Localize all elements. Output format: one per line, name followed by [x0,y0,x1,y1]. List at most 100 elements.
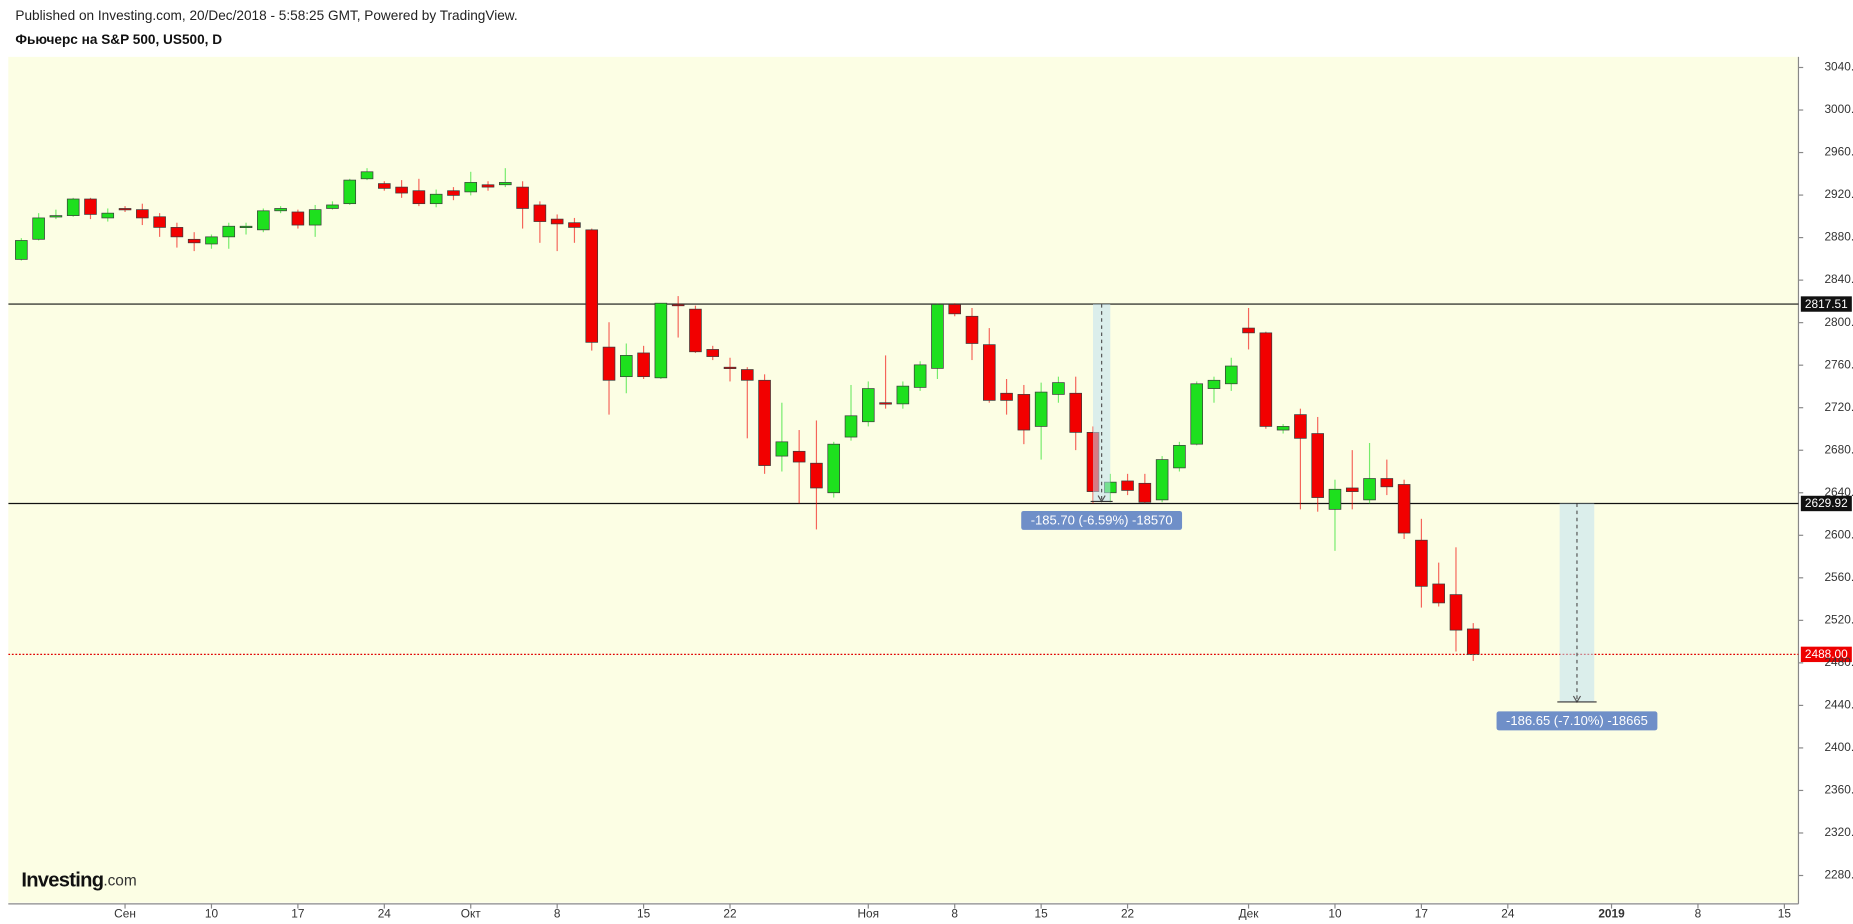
last-price-box [1800,646,1852,663]
candle-body [205,236,218,245]
y-tick-label: 2560.00 [1824,570,1853,584]
candle-body [550,218,564,225]
candle-body [913,364,927,388]
y-tick-label: 2400.00 [1824,740,1853,754]
candle-body [1017,394,1031,431]
candle-body [1311,433,1324,498]
candle-body [257,210,270,231]
candle-body [983,344,996,401]
y-tick-label: 2600.00 [1824,527,1853,541]
candle-body [965,315,979,344]
candle-body [395,186,408,194]
candle-body [1000,392,1013,401]
candle-body [810,462,823,489]
candle-body [308,209,322,226]
candle-body [481,184,495,188]
candle-body [15,240,28,260]
candle-body [758,379,771,466]
x-tick-label: Сен [114,907,136,921]
x-tick-label: Дек [1239,907,1260,921]
measure-label: -186.65 (-7.10%) -18665 [1506,713,1648,728]
candle-body [585,229,599,343]
candle-body [1449,594,1463,631]
candle-body [412,190,426,205]
y-tick-label: 2320.00 [1824,825,1853,839]
candle-body [1173,444,1186,469]
candle-body [844,415,858,438]
candle-body [326,204,339,209]
x-tick-label: 22 [1121,907,1134,921]
candle-body [1207,379,1221,389]
candle-body [360,171,374,180]
candle-body [101,212,115,219]
candle-body [1242,327,1255,334]
y-tick-label: 3040.00 [1824,60,1853,74]
candle-body [274,208,287,212]
x-tick-label: 10 [205,907,219,921]
y-tick-label: 2480.00 [1824,655,1853,669]
candle-body [222,225,236,238]
candle-body [1069,392,1082,433]
candle-body [1121,480,1134,491]
candle-body [153,216,166,228]
candle-body [516,186,529,209]
x-tick-label: 17 [1415,907,1428,921]
candle-body [1328,488,1342,510]
logo: Investing.com [21,870,136,892]
candle-body [170,227,184,238]
candle-body [862,388,875,423]
x-tick-label: 15 [1035,907,1049,921]
candle-body [187,238,201,244]
candle-body [568,222,581,228]
candle-body [620,355,633,378]
candle-body [1415,539,1428,587]
y-tick-label: 2520.00 [1824,612,1853,626]
candle-body [49,215,63,218]
candle-body [533,204,547,222]
candle-body [1034,391,1048,427]
measure-area [1092,304,1111,502]
candle-body [792,450,806,463]
x-tick-label: Окт [461,907,482,921]
x-tick-label: 10 [1328,907,1342,921]
y-tick-label: 2280.00 [1824,868,1853,882]
candle-body [879,402,892,405]
instrument-title: Фьючерс на S&P 500, US500, D [15,32,222,47]
candle-body [948,304,961,315]
x-tick-label: Ноя [858,907,880,921]
y-tick-label: 2840.00 [1824,272,1853,286]
y-tick-label: 2360.00 [1824,783,1853,797]
candle-body [741,369,754,381]
measure-label: -185.70 (-6.59%) -18570 [1031,512,1173,527]
x-tick-label: 24 [378,907,392,921]
level-label: 2629.92 [1805,496,1848,510]
candle-body [723,366,737,369]
x-tick-label: 24 [1501,907,1515,921]
candle-body [464,182,478,193]
candle-body [1380,478,1394,488]
last-price-label: 2488.00 [1805,647,1848,661]
x-tick-label: 17 [291,907,304,921]
candle-body [499,182,512,186]
x-tick-label: 15 [1778,907,1792,921]
logo-suffix: .com [103,872,136,889]
candle-body [1155,459,1169,501]
candle-body [32,217,45,240]
candle-body [689,308,702,353]
x-tick-label: 22 [723,907,736,921]
y-tick-label: 2960.00 [1824,145,1853,159]
y-tick-label: 2760.00 [1824,357,1853,371]
logo-name: Investing [21,870,103,892]
candle-body [827,443,841,494]
candle-body [1190,383,1203,445]
y-tick-label: 2440.00 [1824,698,1853,712]
candle-body [931,304,944,369]
candle-body [1432,583,1445,604]
candle-body [84,198,97,215]
candle-body [1052,382,1065,395]
measure-label-box [1021,510,1183,530]
candle-body [1138,482,1152,503]
